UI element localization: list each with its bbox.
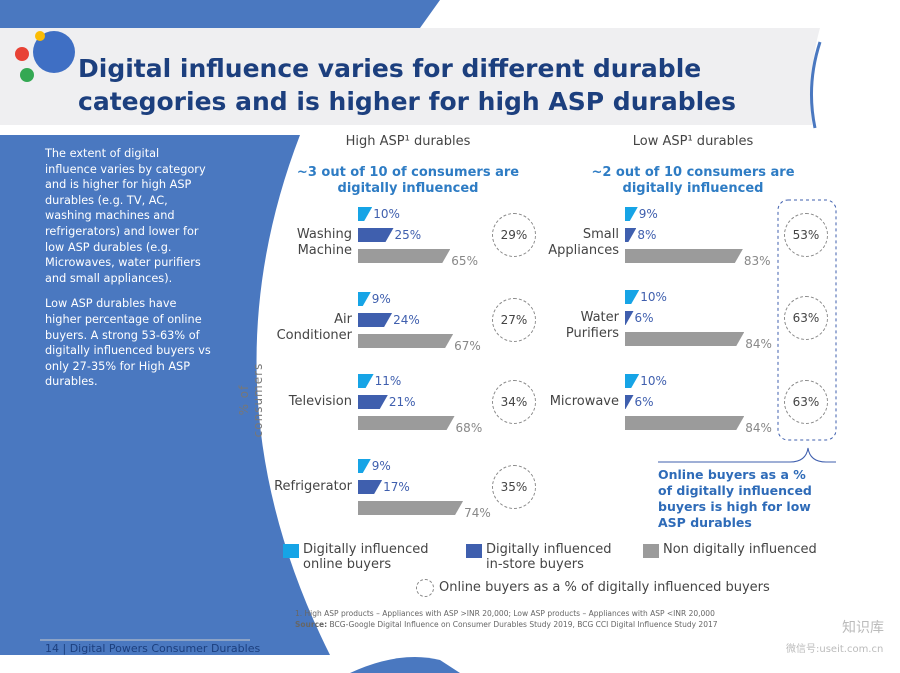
chart-subtitle: ~3 out of 10 of consumers are digitally … xyxy=(296,165,520,196)
data-label: 6% xyxy=(634,395,654,409)
legend-label: Digitally influenced online buyers xyxy=(303,542,429,572)
bar xyxy=(358,228,394,242)
legend-label: Online buyers as a % of digitally influe… xyxy=(439,580,770,595)
data-label: 10% xyxy=(640,374,667,388)
legend-swatch xyxy=(643,544,659,558)
source-label: Source: xyxy=(295,620,328,629)
data-label: 9% xyxy=(638,207,658,221)
data-label: 74% xyxy=(464,506,491,520)
data-label: 11% xyxy=(374,374,402,388)
highlight-box xyxy=(777,199,837,441)
data-label: 25% xyxy=(394,228,422,242)
note: Online buyers as a % of digitally influe… xyxy=(658,467,812,530)
online-share-circle: 53% xyxy=(784,213,828,257)
data-label: 8% xyxy=(637,228,657,242)
footnote: 1. High ASP products – Appliances with A… xyxy=(295,609,715,618)
bar xyxy=(625,228,636,242)
bottom-shape xyxy=(350,656,460,673)
title: Digital influence varies for different d… xyxy=(78,54,736,116)
category-label: Refrigerator xyxy=(274,479,352,494)
note-bracket xyxy=(658,447,836,463)
axis-label: % of consumers xyxy=(237,362,265,438)
category-label: Television xyxy=(288,394,352,409)
data-label: 83% xyxy=(743,254,771,268)
top-band xyxy=(0,0,440,28)
title-curve xyxy=(809,41,822,129)
bar xyxy=(625,249,743,263)
category-label: Washing Machine xyxy=(296,227,352,258)
paragraph: The extent of digital influence varies b… xyxy=(45,147,206,285)
data-label: 24% xyxy=(393,313,420,327)
bar xyxy=(358,249,450,263)
category-label: Microwave xyxy=(549,394,619,409)
footer: 14 | Digital Powers Consumer Durables xyxy=(45,642,261,655)
data-label: 84% xyxy=(745,337,772,351)
chart-title: High ASP¹ durables xyxy=(345,134,471,149)
dot xyxy=(15,47,29,61)
online-share-circle: 35% xyxy=(492,465,536,509)
data-label: 65% xyxy=(451,254,478,268)
bar xyxy=(358,334,453,348)
online-share-circle: 27% xyxy=(492,298,536,342)
legend-label: Non digitally influenced xyxy=(663,542,817,557)
chart-subtitle: ~2 out of 10 consumers are digitally inf… xyxy=(591,165,795,196)
watermark-name: 知识库 xyxy=(842,620,884,636)
legend-swatch xyxy=(466,544,482,558)
footer-text: Digital Powers Consumer Durables xyxy=(69,642,261,655)
data-label: 67% xyxy=(454,339,481,353)
legend-circle xyxy=(416,579,434,597)
dot xyxy=(35,31,45,41)
data-label: 68% xyxy=(455,421,483,435)
bar xyxy=(358,395,388,409)
source-text: BCG-Google Digital Influence on Consumer… xyxy=(329,620,718,629)
online-share-circle: 34% xyxy=(492,380,536,424)
bar xyxy=(625,416,744,430)
online-share-circle: 63% xyxy=(784,296,828,340)
title-band xyxy=(0,28,820,125)
legend-swatch xyxy=(283,544,299,558)
page-number: 14 xyxy=(45,642,59,655)
dot xyxy=(20,68,34,82)
data-label: 84% xyxy=(745,421,772,435)
bar xyxy=(358,480,382,494)
bar xyxy=(625,332,744,346)
data-label: 9% xyxy=(371,459,391,473)
bar xyxy=(358,501,463,515)
bar xyxy=(358,313,392,327)
sidebar: The extent of digital influence varies b… xyxy=(45,146,213,400)
data-label: 10% xyxy=(373,207,400,221)
legend-label: Digitally influenced in-store buyers xyxy=(486,542,612,572)
category-label: Water Purifiers xyxy=(565,310,619,341)
bar xyxy=(625,311,634,325)
bar xyxy=(358,416,455,430)
online-share-circle: 29% xyxy=(492,213,536,257)
category-label: Small Appliances xyxy=(548,227,619,258)
chart-title: Low ASP¹ durables xyxy=(632,134,754,149)
data-label: 9% xyxy=(371,292,391,306)
data-label: 21% xyxy=(388,395,416,409)
data-label: 17% xyxy=(383,480,410,494)
side-panel xyxy=(0,135,330,655)
watermark-id: 微信号:useit.com.cn xyxy=(786,644,884,655)
category-label: Air Conditioner xyxy=(276,312,352,343)
dot xyxy=(33,31,75,73)
data-label: 10% xyxy=(640,290,667,304)
paragraph: Low ASP durables have higher percentage … xyxy=(45,297,211,389)
source: Source: BCG-Google Digital Influence on … xyxy=(295,620,718,629)
online-share-circle: 63% xyxy=(784,380,828,424)
data-label: 6% xyxy=(634,311,654,325)
bar xyxy=(625,395,634,409)
